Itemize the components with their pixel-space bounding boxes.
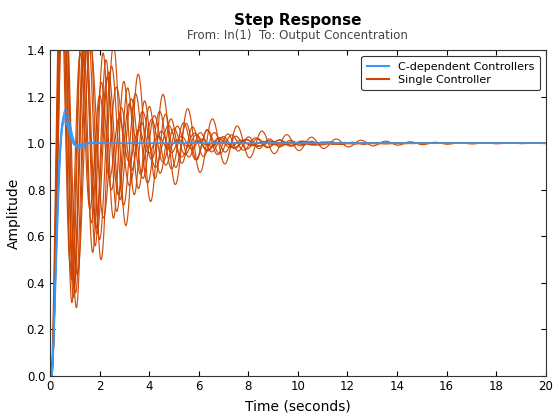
Y-axis label: Amplitude: Amplitude — [7, 177, 21, 249]
Text: From: In(1)  To: Output Concentration: From: In(1) To: Output Concentration — [188, 29, 408, 42]
Legend: C-dependent Controllers, Single Controller: C-dependent Controllers, Single Controll… — [361, 56, 540, 90]
X-axis label: Time (seconds): Time (seconds) — [245, 399, 351, 413]
Title: Step Response: Step Response — [234, 13, 362, 29]
